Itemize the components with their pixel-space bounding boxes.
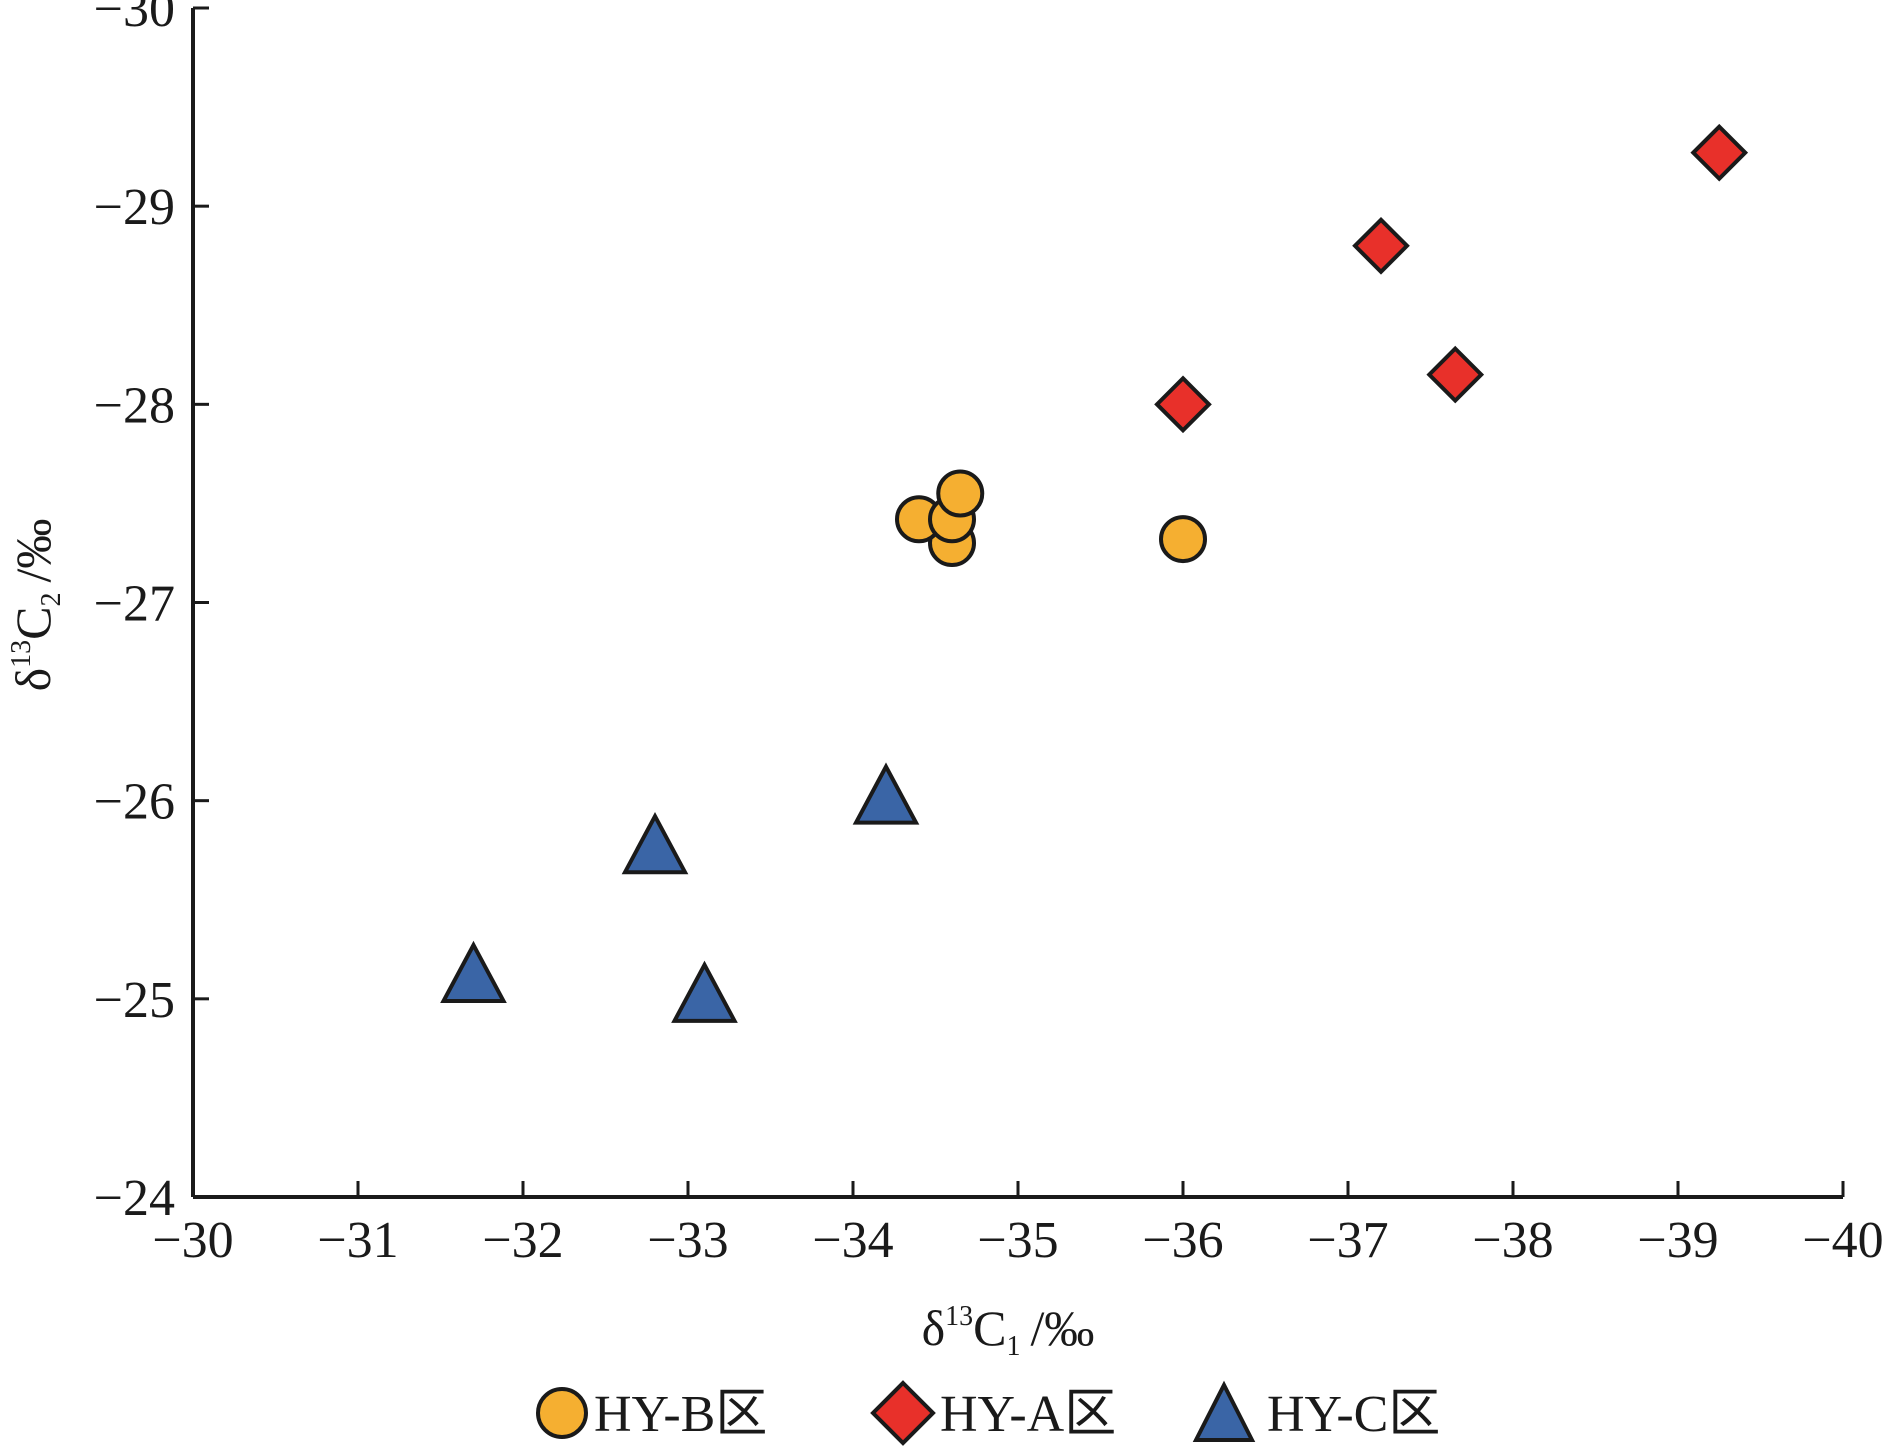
x-tick-label: −34 [812, 1212, 893, 1269]
point-triangle [621, 811, 689, 875]
point-circle [1159, 515, 1207, 564]
tick-labels: −30 −31 −32 −33 −34 −35 −36 −37 −38 −39 −40 −24 −25 −… [94, 0, 1884, 1269]
x-tick-label: −31 [317, 1212, 398, 1269]
point-triangle [852, 762, 920, 825]
legend-label-hy-a: HY-A区 [940, 1386, 1116, 1443]
legend: HY-B区 HY-A区 HY-C区 [536, 1380, 1440, 1446]
point-diamond [1154, 375, 1212, 434]
point-diamond [1690, 123, 1749, 182]
y-tick-label: −29 [94, 179, 175, 236]
x-tick-label: −38 [1472, 1212, 1553, 1269]
tick-marks [191, 6, 1845, 1199]
legend-label-hy-b: HY-B区 [594, 1386, 767, 1443]
x-tick-label: −37 [1307, 1212, 1388, 1269]
axes [191, 8, 1843, 1199]
legend-diamond-marker [870, 1380, 936, 1446]
y-tick-label: −27 [94, 576, 175, 633]
x-tick-label: −33 [647, 1212, 728, 1269]
x-tick-label: −36 [1142, 1212, 1223, 1269]
data-points [440, 123, 1749, 1023]
y-tick-label: −25 [94, 972, 175, 1029]
y-tick-label: −26 [94, 774, 175, 831]
point-circle [936, 469, 985, 518]
x-tick-label: −39 [1637, 1212, 1718, 1269]
x-axis-title: δ13C1/‰ [922, 1300, 1095, 1362]
x-tick-label: −35 [977, 1212, 1058, 1269]
point-diamond [1426, 345, 1485, 404]
y-tick-label: −28 [94, 377, 175, 434]
x-tick-label: −30 [152, 1212, 233, 1269]
x-tick-label: −40 [1802, 1212, 1883, 1269]
point-triangle [440, 940, 507, 1004]
point-triangle [671, 960, 738, 1023]
legend-triangle-marker [1192, 1380, 1256, 1442]
legend-circle-marker [536, 1387, 588, 1439]
legend-item-hy-a: HY-A区 [870, 1380, 1116, 1446]
point-diamond [1352, 216, 1410, 275]
legend-item-hy-b: HY-B区 [536, 1386, 767, 1443]
y-tick-label: −30 [94, 0, 175, 38]
legend-item-hy-c: HY-C区 [1192, 1380, 1440, 1443]
legend-label-hy-c: HY-C区 [1267, 1386, 1440, 1443]
x-tick-label: −32 [482, 1212, 563, 1269]
y-axis-title: δ13C2/‰ [5, 519, 67, 692]
y-tick-label: −24 [94, 1170, 175, 1227]
